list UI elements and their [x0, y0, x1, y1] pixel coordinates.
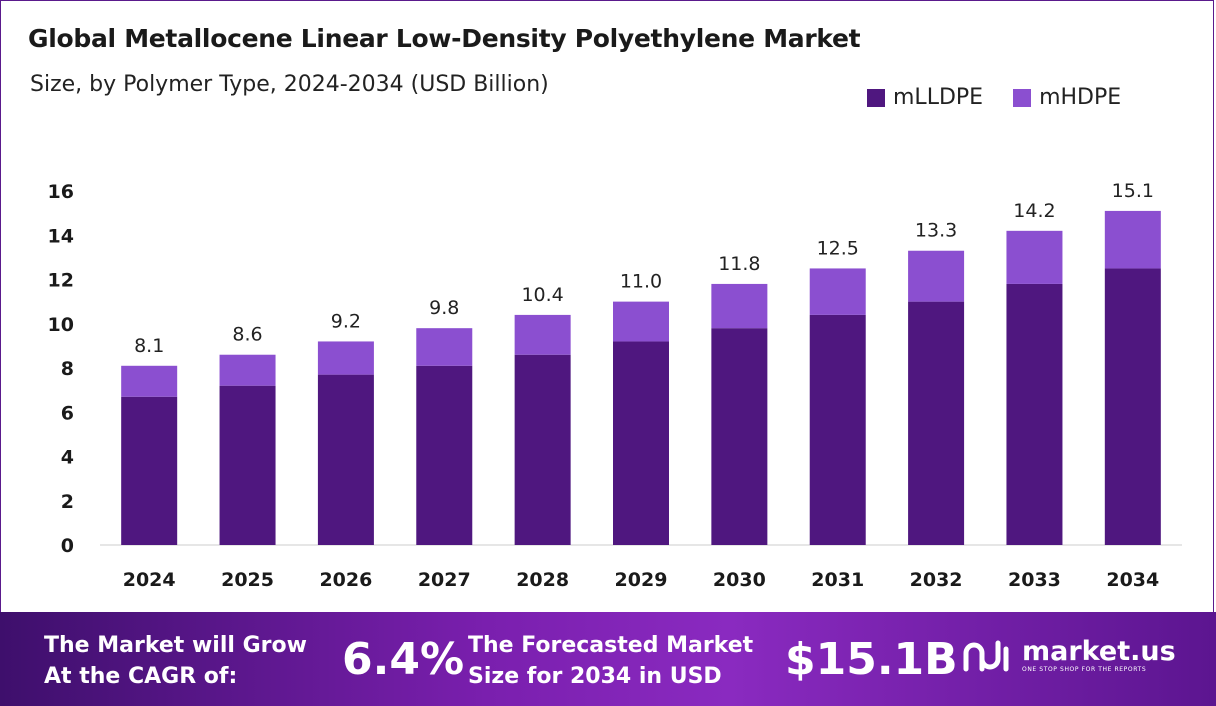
data-label-2027: 9.8	[429, 297, 459, 319]
data-label-2033: 14.2	[1013, 200, 1055, 222]
brand-logo: market.us ONE STOP SHOP FOR THE REPORTS	[962, 638, 1176, 674]
legend-item-mhdpe: mHDPE	[1013, 85, 1121, 110]
data-label-2029: 11.0	[620, 271, 662, 293]
legend-swatch-mhdpe	[1013, 88, 1032, 107]
data-label-2030: 11.8	[718, 253, 760, 275]
legend: mLLDPE mHDPE	[867, 85, 1151, 110]
data-label-2025: 8.6	[232, 324, 262, 346]
bar-mlldpe-2034	[1104, 268, 1161, 545]
x-tick-label: 2029	[615, 569, 668, 591]
bar-mlldpe-2026	[317, 374, 374, 545]
bar-mlldpe-2030	[711, 328, 768, 545]
data-label-2034: 15.1	[1112, 180, 1154, 202]
bar-mlldpe-2029	[613, 341, 669, 545]
brand-name: market.us	[1022, 636, 1176, 667]
legend-label-mhdpe: mHDPE	[1039, 85, 1122, 110]
brand-tagline: ONE STOP SHOP FOR THE REPORTS	[1022, 666, 1147, 673]
y-tick-label: 8	[61, 358, 74, 380]
cagr-caption: The Market will Grow At the CAGR of:	[44, 630, 307, 692]
legend-label-mlldpe: mLLDPE	[893, 85, 984, 110]
legend-swatch-mlldpe	[867, 88, 885, 107]
bar-mhdpe-2024	[121, 365, 178, 397]
bar-mlldpe-2025	[219, 385, 276, 545]
bar-mlldpe-2027	[416, 365, 473, 545]
summary-banner: The Market will Grow At the CAGR of: 6.4…	[0, 612, 1216, 706]
x-tick-label: 2032	[910, 569, 963, 591]
cagr-caption-line2: At the CAGR of:	[44, 664, 238, 689]
bar-mhdpe-2030	[711, 283, 768, 329]
forecast-caption-line1: The Forecasted Market	[468, 633, 754, 658]
bar-mlldpe-2033	[1006, 283, 1063, 545]
data-label-2028: 10.4	[521, 284, 563, 306]
x-tick-label: 2026	[319, 569, 372, 591]
y-tick-label: 6	[61, 402, 74, 424]
x-tick-label: 2027	[418, 569, 471, 591]
market-us-logo-icon	[963, 640, 1009, 672]
bar-mlldpe-2028	[514, 354, 571, 545]
data-label-2024: 8.1	[134, 335, 164, 357]
y-tick-label: 4	[61, 447, 74, 469]
x-tick-label: 2025	[221, 569, 274, 591]
bar-mhdpe-2034	[1104, 210, 1161, 269]
x-tick-label: 2034	[1106, 569, 1159, 591]
y-tick-label: 14	[48, 225, 74, 247]
bar-mhdpe-2028	[514, 314, 571, 355]
bar-mhdpe-2027	[416, 328, 473, 366]
bar-mlldpe-2032	[908, 301, 965, 545]
bar-mlldpe-2024	[121, 396, 178, 545]
x-tick-label: 2033	[1008, 569, 1061, 591]
data-label-2031: 12.5	[817, 237, 859, 259]
forecast-size-value: $15.1B	[785, 634, 958, 685]
bar-mhdpe-2029	[613, 301, 669, 342]
x-tick-label: 2028	[516, 569, 569, 591]
y-tick-label: 10	[48, 314, 74, 336]
x-tick-label: 2024	[123, 569, 176, 591]
bar-mhdpe-2032	[908, 250, 965, 302]
data-label-2026: 9.2	[331, 310, 361, 332]
x-tick-label: 2031	[811, 569, 864, 591]
bar-mhdpe-2026	[317, 341, 374, 375]
chart-subtitle: Size, by Polymer Type, 2024-2034 (USD Bi…	[30, 72, 549, 97]
forecast-caption-line2: Size for 2034 in USD	[468, 664, 722, 689]
bar-mhdpe-2031	[809, 268, 866, 315]
data-label-2032: 13.3	[915, 220, 957, 242]
y-tick-label: 16	[48, 181, 74, 203]
cagr-caption-line1: The Market will Grow	[44, 633, 307, 658]
bar-mlldpe-2031	[809, 314, 866, 545]
forecast-caption: The Forecasted Market Size for 2034 in U…	[468, 630, 753, 692]
y-tick-label: 2	[61, 491, 74, 513]
cagr-value: 6.4%	[342, 634, 465, 685]
bar-chart: 0 2 4 6 8 10 12 14 16 8.1 2024 8.6 2025 9.2 2026 9.8 202…	[48, 180, 1182, 591]
y-tick-label: 12	[48, 270, 74, 292]
legend-item-mlldpe: mLLDPE	[867, 85, 983, 110]
y-tick-label: 0	[61, 535, 74, 557]
bar-mhdpe-2033	[1006, 230, 1063, 284]
bar-mhdpe-2025	[219, 354, 276, 386]
x-tick-label: 2030	[713, 569, 766, 591]
chart-title: Global Metallocene Linear Low-Density Po…	[28, 24, 861, 53]
